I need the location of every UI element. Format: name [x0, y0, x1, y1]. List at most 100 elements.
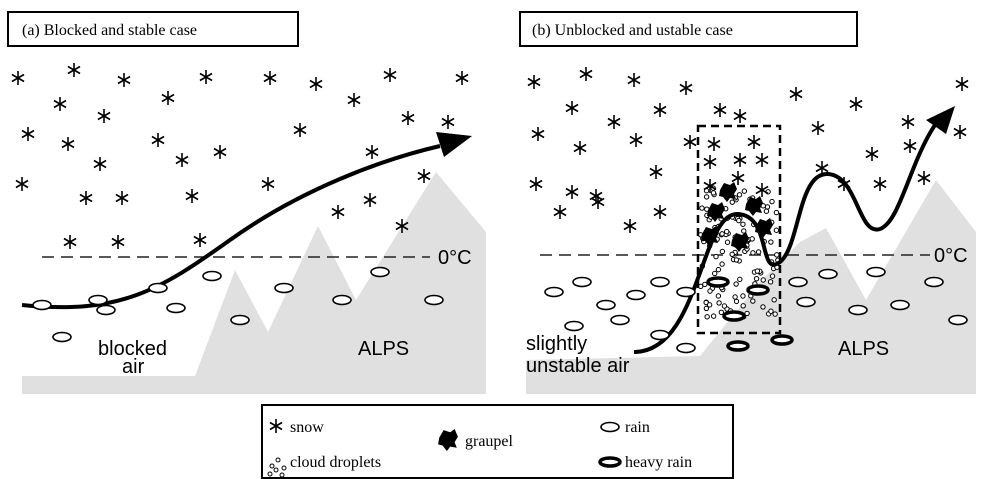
freezing-level: 0°C [934, 245, 968, 267]
cloud-droplet [741, 304, 745, 308]
cloud-droplet [741, 294, 745, 298]
snow-symbol [866, 147, 878, 161]
rain-drop [203, 272, 221, 281]
arrowhead-a [436, 132, 472, 157]
cloud-droplet [737, 218, 741, 222]
cloud-droplet [754, 277, 758, 281]
snow-symbol [530, 177, 542, 191]
snow-symbol [874, 177, 886, 191]
snow-symbol [624, 219, 636, 233]
snow-symbol [734, 153, 746, 167]
cloud-droplet [730, 252, 734, 256]
cloud-droplet [769, 240, 773, 244]
cloud-droplet [737, 193, 741, 197]
rain-drop [867, 268, 885, 277]
cloud-droplet [268, 472, 272, 476]
snow-symbol [608, 115, 620, 129]
snow-symbol [310, 77, 322, 91]
cloud-droplet [761, 278, 765, 282]
cloud-droplet [716, 267, 720, 271]
rain-drop [925, 278, 943, 287]
snow-symbol [456, 71, 468, 85]
rain-drop [601, 423, 619, 432]
snow-symbol [118, 73, 130, 87]
rain-drop [565, 322, 583, 331]
snow-symbol [850, 97, 862, 111]
cloud-droplet [734, 282, 738, 286]
snow-symbol [756, 153, 768, 167]
cloud-droplet [773, 312, 777, 316]
snow-symbol [214, 145, 226, 159]
snow-symbol [790, 87, 802, 101]
snow-symbol [956, 77, 968, 91]
snow-symbol [348, 93, 360, 107]
snow-symbol [80, 191, 92, 205]
cloud-droplet [720, 249, 724, 253]
snow-symbol [654, 205, 666, 219]
cloud-droplet [708, 289, 712, 293]
cloud-droplet [280, 473, 284, 477]
cloud-droplet [734, 299, 738, 303]
freezing-level: 0°C [438, 247, 472, 269]
rain-drop [573, 278, 591, 287]
legend-label: rain [625, 419, 650, 436]
rain-drop [627, 291, 645, 300]
rain-drop [611, 316, 629, 325]
rain-drop [167, 304, 185, 313]
snow-symbol [734, 109, 746, 123]
rain-drop [677, 344, 695, 353]
cloud-droplet [750, 237, 754, 241]
snow-symbol [812, 121, 824, 135]
snow-symbol [294, 123, 306, 137]
snow-symbol [12, 71, 24, 85]
cloud-droplet [717, 301, 721, 305]
snow-symbol [162, 91, 174, 105]
cloud-droplet [704, 195, 708, 199]
cloud-droplet [742, 229, 746, 233]
alps-a [22, 172, 486, 394]
mountain-label: ALPS [838, 338, 889, 360]
snow-symbol [748, 135, 760, 149]
snow-symbol [574, 141, 586, 155]
cloud-droplet [751, 251, 755, 255]
snow-symbol [364, 193, 376, 207]
cloud-droplet [700, 206, 704, 210]
snow-symbol [630, 133, 642, 147]
panel-title: (a) Blocked and stable case [22, 22, 197, 39]
snow-symbol [904, 139, 916, 153]
cloud-droplet [733, 295, 737, 299]
cloud-droplet [775, 253, 779, 257]
rain-drop [789, 278, 807, 287]
heavy-rain-drop [600, 458, 620, 466]
cloud-droplet [756, 250, 760, 254]
rain-drop [677, 288, 695, 297]
panel-title: (b) Unblocked and ustable case [532, 22, 733, 39]
rain-drop [891, 301, 909, 310]
cloud-droplet [730, 200, 734, 204]
cloud-droplet [705, 315, 709, 319]
cloud-droplet [741, 222, 745, 226]
snow-symbol [54, 97, 66, 111]
snow-symbol [554, 205, 566, 219]
snow-symbol [262, 177, 274, 191]
snow-symbol [714, 103, 726, 117]
cloud-droplet [719, 310, 723, 314]
snow-symbol [200, 70, 212, 84]
cloud-droplet [764, 209, 768, 213]
legend-label: cloud droplets [290, 454, 381, 471]
air-label: air [122, 356, 145, 378]
cloud-droplet [720, 232, 724, 236]
snow-symbol [418, 169, 430, 183]
cloud-droplet [282, 466, 286, 470]
cloud-droplet [770, 199, 774, 203]
cloud-droplet [772, 298, 776, 302]
cloud-droplet [774, 228, 778, 232]
rain-drop [597, 301, 615, 310]
snow-symbol [112, 235, 124, 249]
diagram: (a) Blocked and stable case 0°C blocked … [0, 0, 987, 479]
rain-drop [231, 316, 249, 325]
snow-symbol [384, 68, 396, 82]
snow-symbol [98, 109, 110, 123]
snow-symbol [332, 205, 344, 219]
cloud-droplet [774, 210, 778, 214]
